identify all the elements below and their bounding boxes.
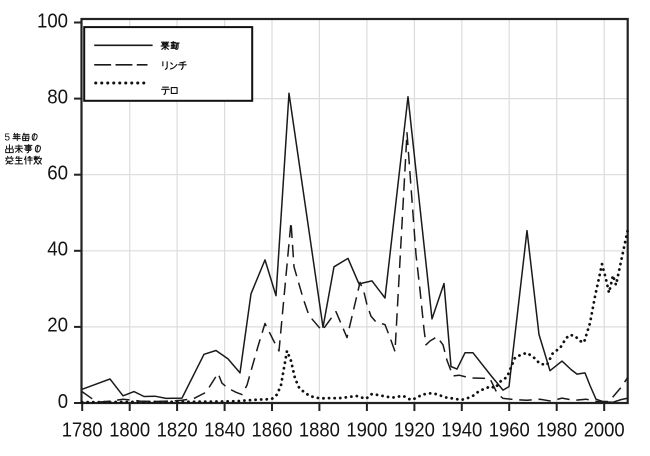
svg-text:80: 80 — [47, 86, 68, 108]
svg-text:1840: 1840 — [204, 420, 245, 442]
svg-text:100: 100 — [37, 10, 68, 32]
svg-text:60: 60 — [47, 163, 68, 185]
svg-text:0: 0 — [58, 391, 68, 413]
svg-text:1820: 1820 — [157, 420, 198, 442]
svg-text:40: 40 — [47, 239, 68, 261]
svg-text:1860: 1860 — [252, 420, 293, 442]
svg-text:20: 20 — [47, 315, 68, 337]
svg-text:1880: 1880 — [299, 420, 340, 442]
svg-text:1900: 1900 — [346, 420, 387, 442]
svg-text:2000: 2000 — [584, 420, 625, 442]
svg-text:1940: 1940 — [441, 420, 482, 442]
svg-text:1980: 1980 — [536, 420, 577, 442]
svg-text:1780: 1780 — [62, 420, 103, 442]
svg-text:1960: 1960 — [489, 420, 530, 442]
svg-text:1800: 1800 — [109, 420, 150, 442]
svg-text:1920: 1920 — [394, 420, 435, 442]
svg-text:5: 5 — [5, 133, 11, 144]
